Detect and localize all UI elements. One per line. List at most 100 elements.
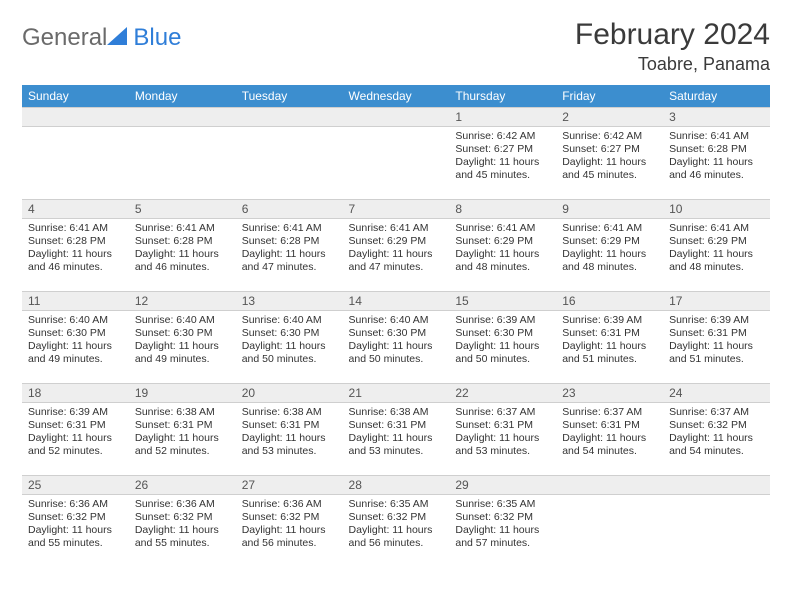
calendar-grid: Sunday Monday Tuesday Wednesday Thursday…	[22, 85, 770, 567]
daylight-line: Daylight: 11 hours	[242, 432, 337, 445]
location-label: Toabre, Panama	[575, 54, 770, 75]
sunset-line: Sunset: 6:30 PM	[135, 327, 230, 340]
month-title: February 2024	[575, 18, 770, 52]
daylight-line: and 51 minutes.	[669, 353, 764, 366]
weekday-header: Sunday	[22, 85, 129, 107]
sunset-line: Sunset: 6:31 PM	[562, 419, 657, 432]
day-number: 12	[129, 291, 236, 311]
daylight-line: and 52 minutes.	[28, 445, 123, 458]
day-details: Sunrise: 6:41 AMSunset: 6:29 PMDaylight:…	[449, 219, 556, 276]
day-details: Sunrise: 6:39 AMSunset: 6:31 PMDaylight:…	[22, 403, 129, 460]
day-number: 24	[663, 383, 770, 403]
sunrise-line: Sunrise: 6:40 AM	[28, 314, 123, 327]
daylight-line: and 57 minutes.	[455, 537, 550, 550]
daylight-line: Daylight: 11 hours	[28, 524, 123, 537]
daylight-line: Daylight: 11 hours	[669, 432, 764, 445]
daylight-line: Daylight: 11 hours	[135, 432, 230, 445]
day-cell	[556, 475, 663, 567]
sunrise-line: Sunrise: 6:35 AM	[349, 498, 444, 511]
daylight-line: and 45 minutes.	[562, 169, 657, 182]
sunset-line: Sunset: 6:29 PM	[562, 235, 657, 248]
sunset-line: Sunset: 6:28 PM	[28, 235, 123, 248]
calendar-row: 1Sunrise: 6:42 AMSunset: 6:27 PMDaylight…	[22, 107, 770, 199]
day-cell: 6Sunrise: 6:41 AMSunset: 6:28 PMDaylight…	[236, 199, 343, 291]
sunset-line: Sunset: 6:32 PM	[455, 511, 550, 524]
day-number: 18	[22, 383, 129, 403]
daylight-line: Daylight: 11 hours	[455, 432, 550, 445]
sunset-line: Sunset: 6:31 PM	[349, 419, 444, 432]
day-details: Sunrise: 6:35 AMSunset: 6:32 PMDaylight:…	[449, 495, 556, 552]
day-details: Sunrise: 6:38 AMSunset: 6:31 PMDaylight:…	[129, 403, 236, 460]
sunrise-line: Sunrise: 6:40 AM	[135, 314, 230, 327]
day-number: 27	[236, 475, 343, 495]
daylight-line: Daylight: 11 hours	[562, 156, 657, 169]
day-number: 5	[129, 199, 236, 219]
day-details: Sunrise: 6:40 AMSunset: 6:30 PMDaylight:…	[22, 311, 129, 368]
sunrise-line: Sunrise: 6:39 AM	[28, 406, 123, 419]
daylight-line: and 56 minutes.	[242, 537, 337, 550]
day-cell: 5Sunrise: 6:41 AMSunset: 6:28 PMDaylight…	[129, 199, 236, 291]
sunset-line: Sunset: 6:28 PM	[242, 235, 337, 248]
day-details: Sunrise: 6:38 AMSunset: 6:31 PMDaylight:…	[343, 403, 450, 460]
daylight-line: Daylight: 11 hours	[135, 248, 230, 261]
sunrise-line: Sunrise: 6:39 AM	[455, 314, 550, 327]
day-number	[129, 107, 236, 127]
sunrise-line: Sunrise: 6:38 AM	[242, 406, 337, 419]
sunrise-line: Sunrise: 6:42 AM	[455, 130, 550, 143]
weekday-header: Wednesday	[343, 85, 450, 107]
sunset-line: Sunset: 6:31 PM	[669, 327, 764, 340]
day-cell: 15Sunrise: 6:39 AMSunset: 6:30 PMDayligh…	[449, 291, 556, 383]
sunset-line: Sunset: 6:27 PM	[455, 143, 550, 156]
day-number	[556, 475, 663, 495]
daylight-line: Daylight: 11 hours	[242, 248, 337, 261]
daylight-line: and 54 minutes.	[562, 445, 657, 458]
daylight-line: Daylight: 11 hours	[455, 156, 550, 169]
day-details: Sunrise: 6:35 AMSunset: 6:32 PMDaylight:…	[343, 495, 450, 552]
sunset-line: Sunset: 6:31 PM	[242, 419, 337, 432]
day-number: 9	[556, 199, 663, 219]
weekday-header-row: Sunday Monday Tuesday Wednesday Thursday…	[22, 85, 770, 107]
daylight-line: Daylight: 11 hours	[242, 340, 337, 353]
sunrise-line: Sunrise: 6:41 AM	[242, 222, 337, 235]
day-cell: 22Sunrise: 6:37 AMSunset: 6:31 PMDayligh…	[449, 383, 556, 475]
day-cell: 3Sunrise: 6:41 AMSunset: 6:28 PMDaylight…	[663, 107, 770, 199]
sunset-line: Sunset: 6:27 PM	[562, 143, 657, 156]
sunset-line: Sunset: 6:29 PM	[455, 235, 550, 248]
weekday-header: Tuesday	[236, 85, 343, 107]
day-details: Sunrise: 6:40 AMSunset: 6:30 PMDaylight:…	[129, 311, 236, 368]
sunrise-line: Sunrise: 6:37 AM	[669, 406, 764, 419]
day-cell	[236, 107, 343, 199]
daylight-line: and 53 minutes.	[455, 445, 550, 458]
day-number: 7	[343, 199, 450, 219]
day-number: 11	[22, 291, 129, 311]
day-details: Sunrise: 6:37 AMSunset: 6:31 PMDaylight:…	[556, 403, 663, 460]
day-details: Sunrise: 6:41 AMSunset: 6:29 PMDaylight:…	[343, 219, 450, 276]
day-details: Sunrise: 6:37 AMSunset: 6:32 PMDaylight:…	[663, 403, 770, 460]
sunset-line: Sunset: 6:30 PM	[28, 327, 123, 340]
sunset-line: Sunset: 6:31 PM	[455, 419, 550, 432]
day-cell: 27Sunrise: 6:36 AMSunset: 6:32 PMDayligh…	[236, 475, 343, 567]
calendar-row: 4Sunrise: 6:41 AMSunset: 6:28 PMDaylight…	[22, 199, 770, 291]
daylight-line: Daylight: 11 hours	[669, 340, 764, 353]
calendar-row: 18Sunrise: 6:39 AMSunset: 6:31 PMDayligh…	[22, 383, 770, 475]
sunrise-line: Sunrise: 6:41 AM	[669, 222, 764, 235]
sunset-line: Sunset: 6:31 PM	[562, 327, 657, 340]
day-cell	[663, 475, 770, 567]
day-cell: 4Sunrise: 6:41 AMSunset: 6:28 PMDaylight…	[22, 199, 129, 291]
day-number	[22, 107, 129, 127]
daylight-line: Daylight: 11 hours	[455, 248, 550, 261]
sunset-line: Sunset: 6:28 PM	[135, 235, 230, 248]
daylight-line: Daylight: 11 hours	[349, 432, 444, 445]
sunset-line: Sunset: 6:31 PM	[28, 419, 123, 432]
day-cell: 19Sunrise: 6:38 AMSunset: 6:31 PMDayligh…	[129, 383, 236, 475]
sunset-line: Sunset: 6:29 PM	[349, 235, 444, 248]
weekday-header: Monday	[129, 85, 236, 107]
day-details: Sunrise: 6:41 AMSunset: 6:28 PMDaylight:…	[129, 219, 236, 276]
sunrise-line: Sunrise: 6:39 AM	[562, 314, 657, 327]
day-number	[663, 475, 770, 495]
day-details: Sunrise: 6:38 AMSunset: 6:31 PMDaylight:…	[236, 403, 343, 460]
day-details: Sunrise: 6:42 AMSunset: 6:27 PMDaylight:…	[556, 127, 663, 184]
day-details: Sunrise: 6:37 AMSunset: 6:31 PMDaylight:…	[449, 403, 556, 460]
day-cell: 17Sunrise: 6:39 AMSunset: 6:31 PMDayligh…	[663, 291, 770, 383]
daylight-line: Daylight: 11 hours	[562, 432, 657, 445]
